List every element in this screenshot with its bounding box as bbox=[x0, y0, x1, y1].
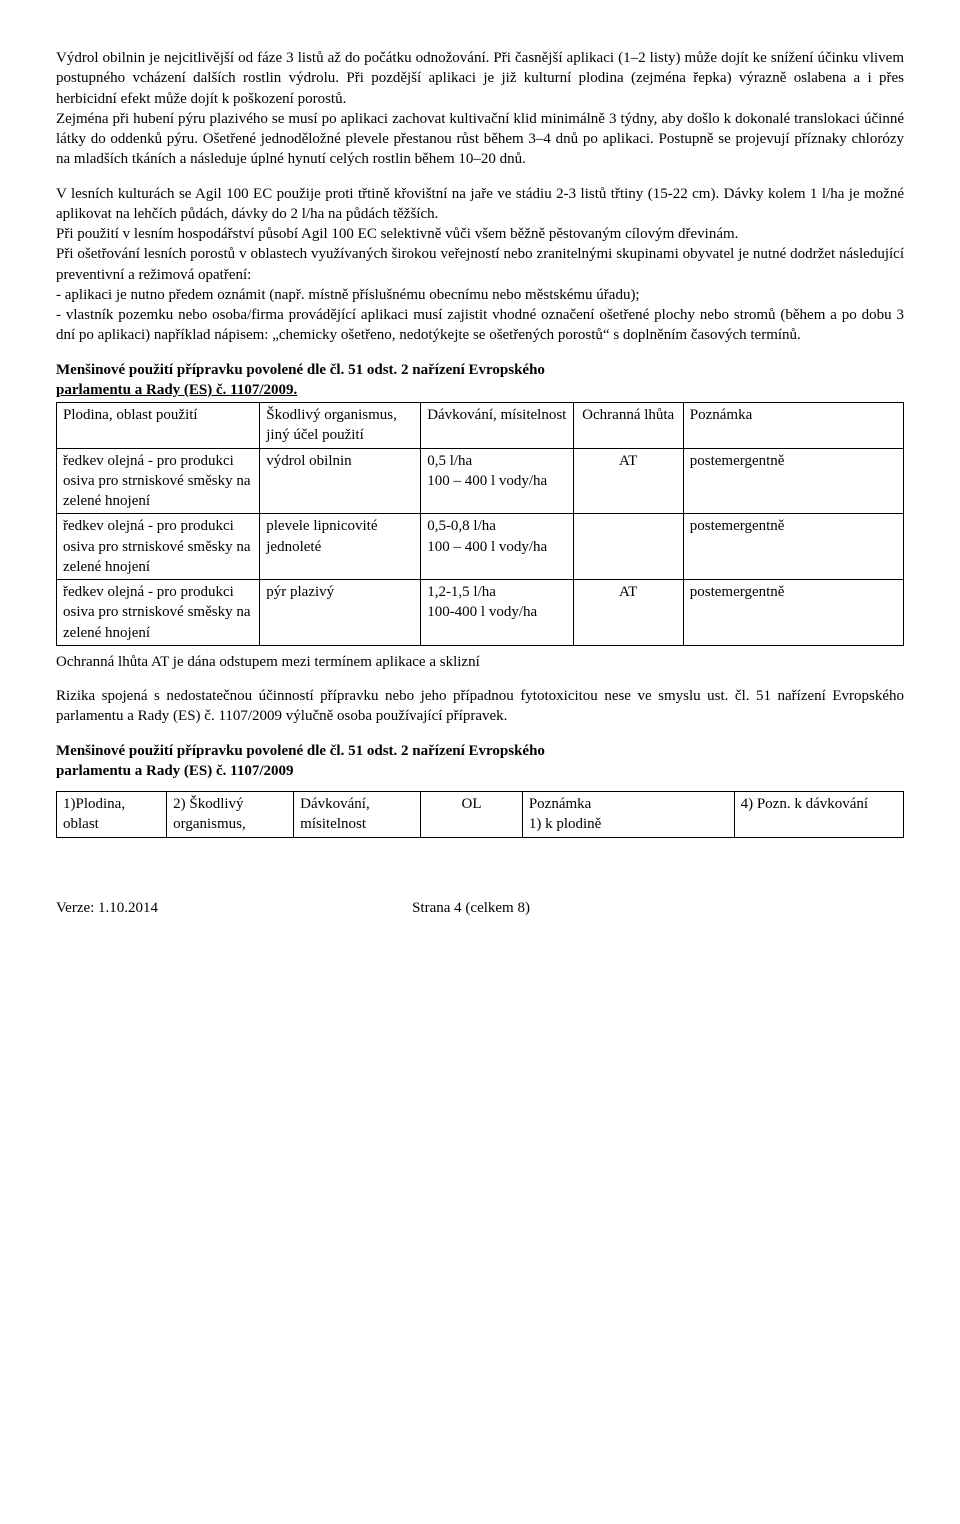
heading-2: Menšinové použití přípravku povolené dle… bbox=[56, 741, 904, 782]
page-footer: Verze: 1.10.2014 Strana 4 (celkem 8) bbox=[56, 898, 904, 918]
table-1: Plodina, oblast použití Škodlivý organis… bbox=[56, 402, 904, 646]
heading-line-1: Menšinové použití přípravku povolené dle… bbox=[56, 743, 545, 759]
table-cell: postemergentně bbox=[683, 448, 903, 514]
paragraph-4: Rizika spojená s nedostatečnou účinností… bbox=[56, 686, 904, 727]
table-cell: ředkev olejná - pro produkci osiva pro s… bbox=[57, 448, 260, 514]
paragraph-3: V lesních kulturách se Agil 100 EC použi… bbox=[56, 184, 904, 346]
table-cell: AT bbox=[573, 580, 683, 646]
text: Zejména při hubení pýru plazivého se mus… bbox=[56, 111, 904, 168]
col-header: OL bbox=[421, 792, 523, 838]
col-header: Dávkování, mísitelnost bbox=[294, 792, 421, 838]
heading-1: Menšinové použití přípravku povolené dle… bbox=[56, 360, 904, 401]
table-cell: postemergentně bbox=[683, 580, 903, 646]
col-header: Plodina, oblast použití bbox=[57, 403, 260, 449]
text: - vlastník pozemku nebo osoba/firma prov… bbox=[56, 307, 904, 343]
table-cell: plevele lipnicovité jednoleté bbox=[260, 514, 421, 580]
table-cell: 0,5-0,8 l/ha100 – 400 l vody/ha bbox=[421, 514, 573, 580]
table-cell: postemergentně bbox=[683, 514, 903, 580]
col-header: Dávkování, mísitelnost bbox=[421, 403, 573, 449]
text: Výdrol obilnin je nejcitlivější od fáze … bbox=[56, 50, 904, 107]
text: - aplikaci je nutno předem oznámit (např… bbox=[56, 287, 640, 303]
footer-version: Verze: 1.10.2014 bbox=[56, 898, 158, 918]
table-cell: 1,2-1,5 l/ha100-400 l vody/ha bbox=[421, 580, 573, 646]
table-1-note: Ochranná lhůta AT je dána odstupem mezi … bbox=[56, 652, 904, 672]
table-cell: ředkev olejná - pro produkci osiva pro s… bbox=[57, 514, 260, 580]
heading-line-1: Menšinové použití přípravku povolené dle… bbox=[56, 362, 545, 378]
col-header: Poznámka1) k plodině bbox=[522, 792, 734, 838]
table-row: ředkev olejná - pro produkci osiva pro s… bbox=[57, 448, 904, 514]
table-cell: 0,5 l/ha100 – 400 l vody/ha bbox=[421, 448, 573, 514]
col-header: 1)Plodina, oblast bbox=[57, 792, 167, 838]
footer-page-number: Strana 4 (celkem 8) bbox=[158, 898, 784, 918]
col-header: Ochranná lhůta bbox=[573, 403, 683, 449]
col-header: 2) Škodlivý organismus, bbox=[167, 792, 294, 838]
heading-line-2: parlamentu a Rady (ES) č. 1107/2009 bbox=[56, 763, 294, 779]
table-cell: pýr plazivý bbox=[260, 580, 421, 646]
table-cell: výdrol obilnin bbox=[260, 448, 421, 514]
col-header: 4) Pozn. k dávkování bbox=[734, 792, 903, 838]
table-row: ředkev olejná - pro produkci osiva pro s… bbox=[57, 514, 904, 580]
table-cell: AT bbox=[573, 448, 683, 514]
table-row: ředkev olejná - pro produkci osiva pro s… bbox=[57, 580, 904, 646]
table-cell bbox=[573, 514, 683, 580]
text: Při ošetřování lesních porostů v oblaste… bbox=[56, 246, 904, 282]
table-header-row: 1)Plodina, oblast 2) Škodlivý organismus… bbox=[57, 792, 904, 838]
table-cell: ředkev olejná - pro produkci osiva pro s… bbox=[57, 580, 260, 646]
col-header: Poznámka bbox=[683, 403, 903, 449]
footer-spacer bbox=[784, 898, 904, 918]
col-header: Škodlivý organismus, jiný účel použití bbox=[260, 403, 421, 449]
text: Při použití v lesním hospodářství působí… bbox=[56, 226, 738, 242]
table-header-row: Plodina, oblast použití Škodlivý organis… bbox=[57, 403, 904, 449]
paragraph-1: Výdrol obilnin je nejcitlivější od fáze … bbox=[56, 48, 904, 170]
text: V lesních kulturách se Agil 100 EC použi… bbox=[56, 186, 904, 222]
heading-line-2: parlamentu a Rady (ES) č. 1107/2009. bbox=[56, 382, 297, 398]
table-2: 1)Plodina, oblast 2) Škodlivý organismus… bbox=[56, 791, 904, 838]
